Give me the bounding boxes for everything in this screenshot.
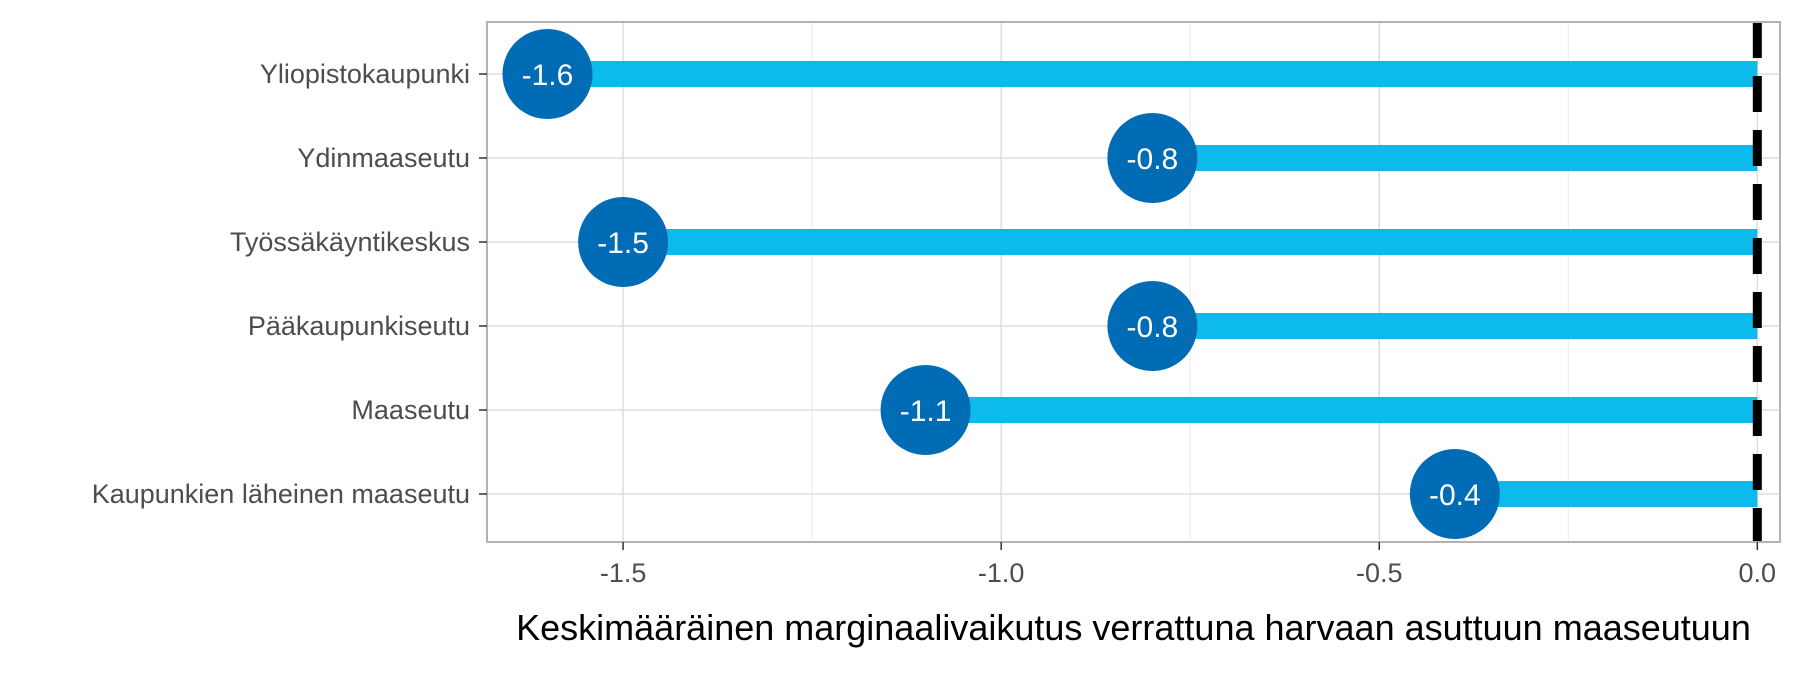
x-tick-label: -0.5: [1356, 558, 1403, 588]
data-point: [1107, 113, 1198, 203]
category-label: Kaupunkien läheinen maaseutu: [92, 479, 470, 509]
x-axis-title: Keskimääräinen marginaalivaikutus verrat…: [516, 607, 1751, 648]
bars: [547, 61, 1758, 507]
x-axis-ticks: -1.5 -1.0 -0.5 0.0: [600, 542, 1776, 588]
data-point: [1107, 281, 1198, 371]
data-point: [578, 197, 669, 287]
category-labels: Yliopistokaupunki Ydinmaaseutu Työssäkäynt…: [92, 59, 487, 509]
category-label: Ydinmaaseutu: [297, 143, 470, 173]
data-point: [880, 365, 971, 455]
data-point: [502, 29, 593, 119]
x-tick-label: 0.0: [1739, 558, 1777, 588]
category-label: Yliopistokaupunki: [260, 59, 470, 89]
data-label: -0.8: [1127, 143, 1179, 176]
data-label: -1.5: [597, 227, 649, 260]
points: -1.6 -0.8 -1.5 -0.8 -1.1 -0.4: [502, 29, 1500, 539]
data-label: -0.4: [1429, 479, 1481, 512]
panel-border: [486, 21, 1781, 543]
x-tick-label: -1.0: [978, 558, 1025, 588]
category-label: Pääkaupunkiseutu: [248, 311, 470, 341]
plot-panel: [487, 22, 1780, 542]
category-label: Maaseutu: [351, 395, 470, 425]
data-label: -0.8: [1127, 311, 1179, 344]
data-label: -1.1: [900, 395, 952, 428]
x-tick-label: -1.5: [600, 558, 647, 588]
data-label: -1.6: [522, 59, 574, 92]
data-point: [1409, 449, 1500, 539]
category-label: Työssäkäyntikeskus: [230, 227, 470, 257]
